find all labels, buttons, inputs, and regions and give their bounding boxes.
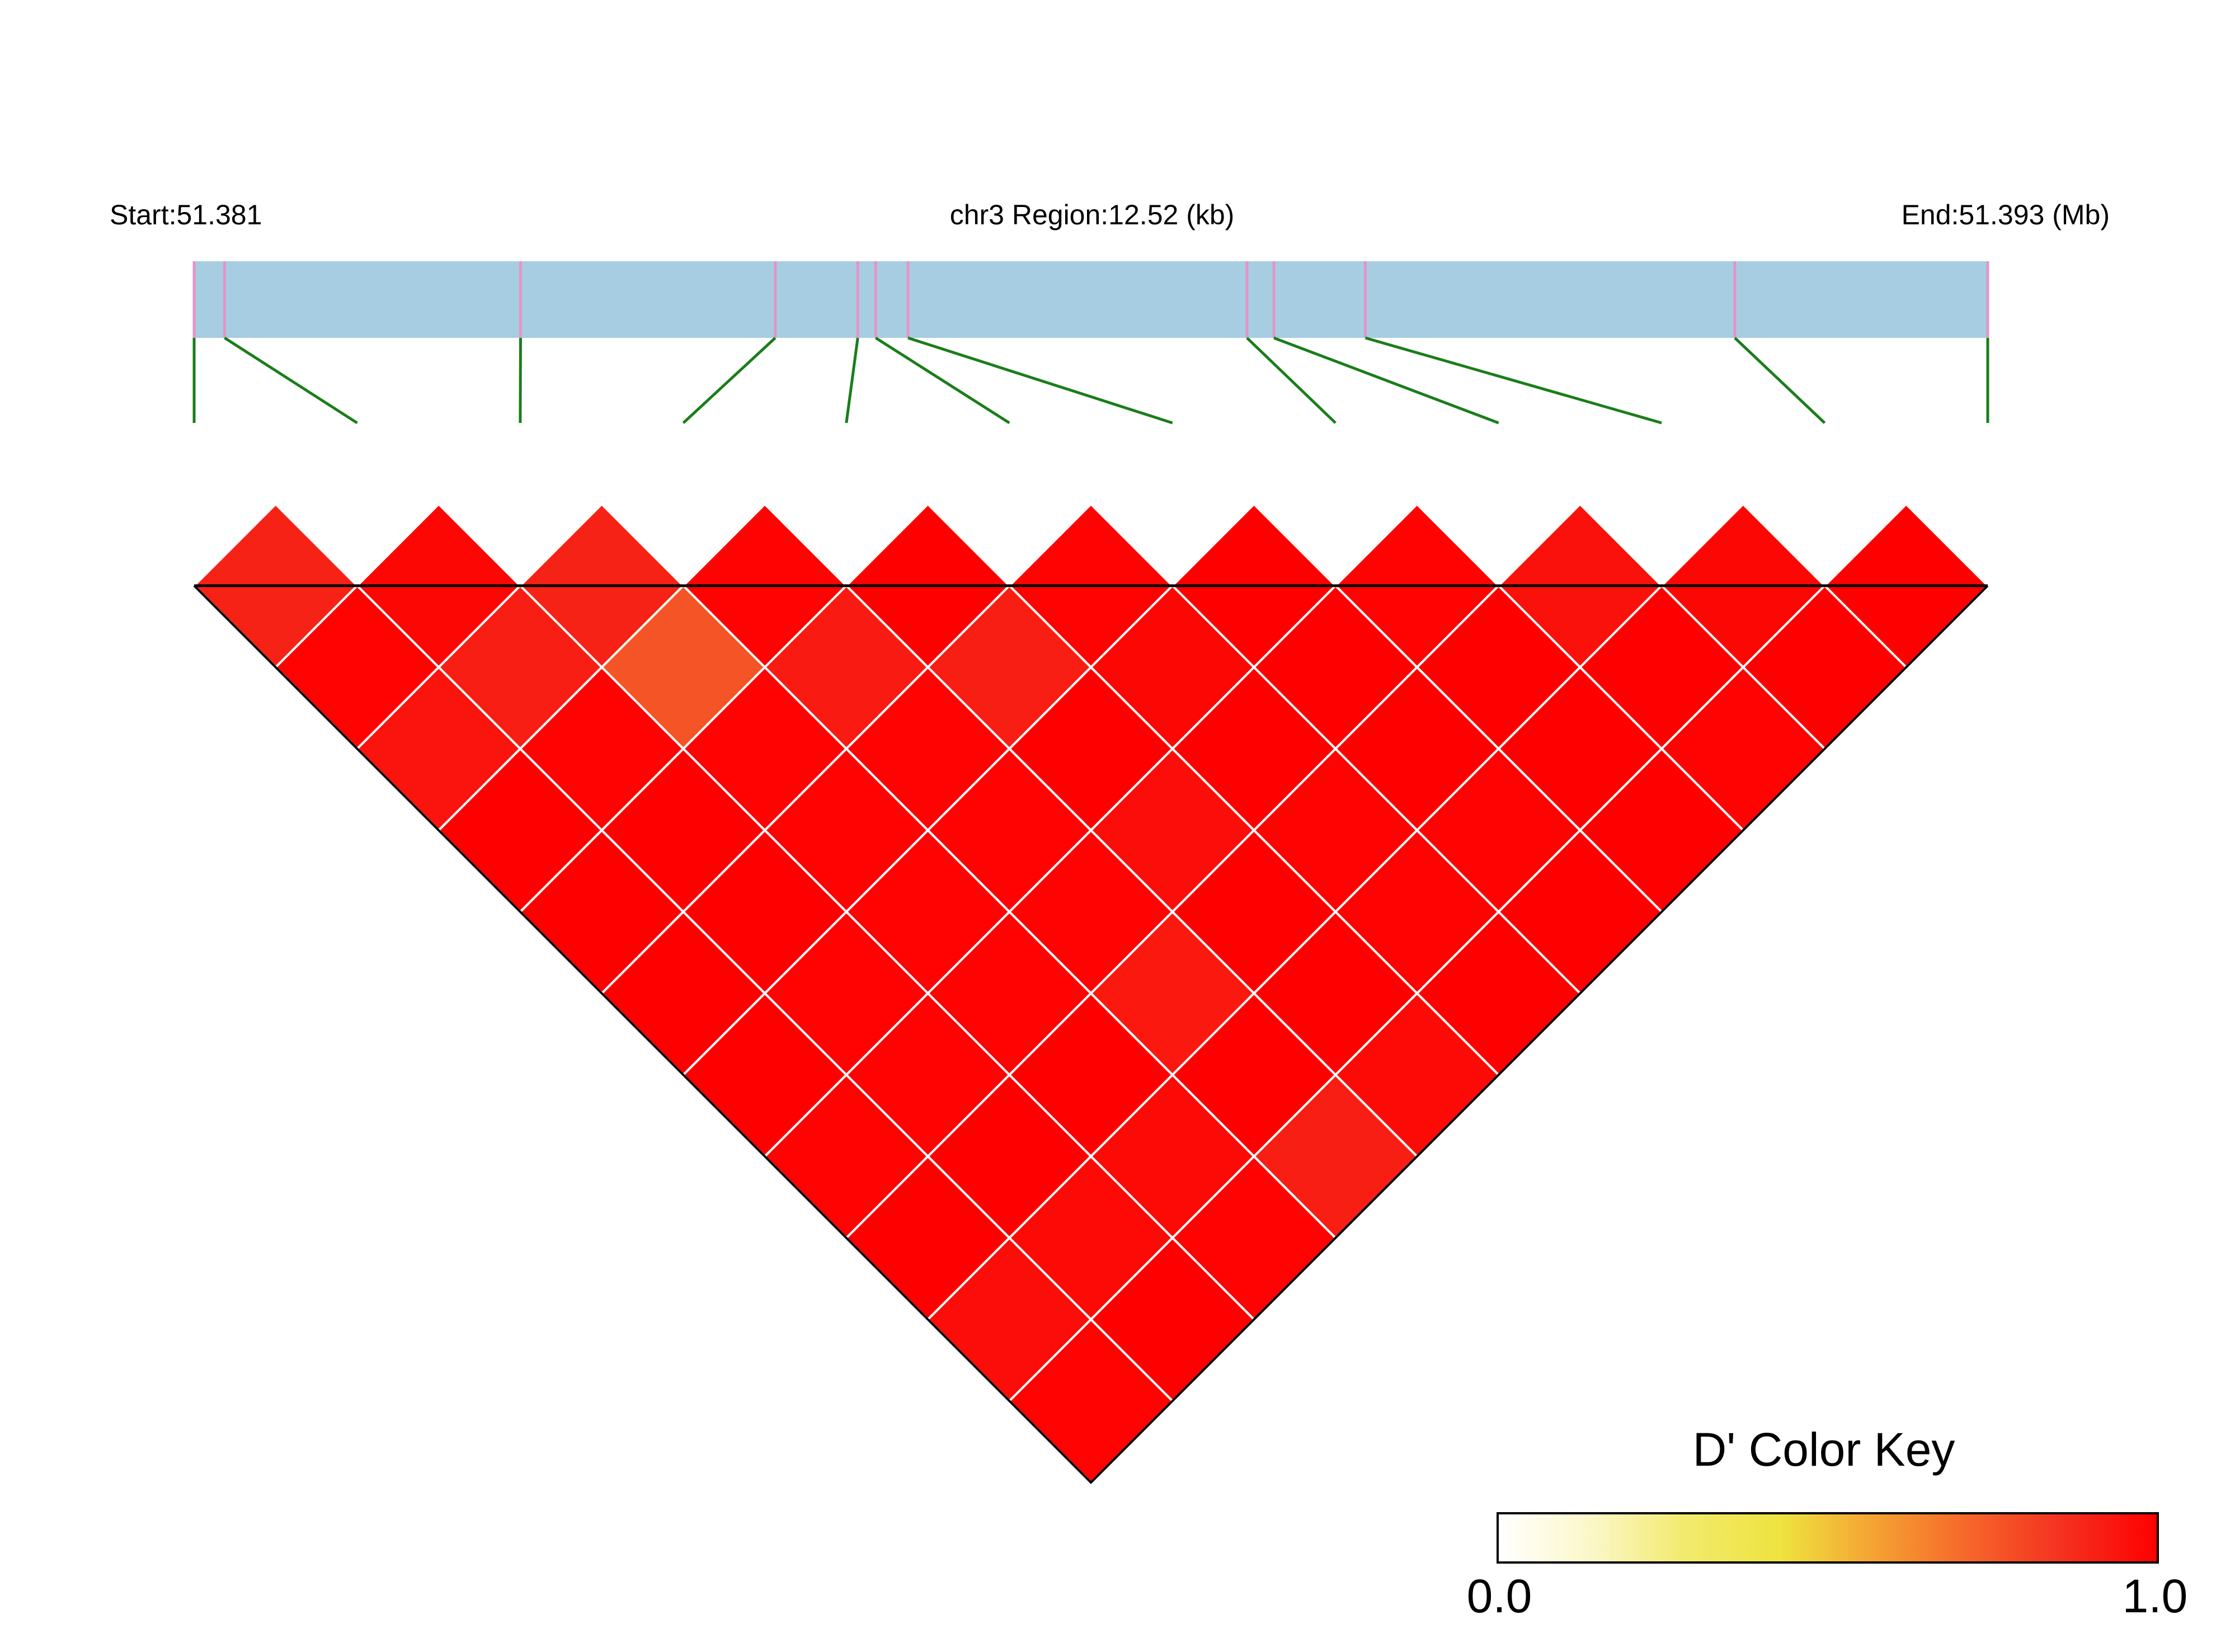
snp-connector-line	[682, 337, 777, 424]
snp-connector-line	[907, 336, 1173, 425]
snp-connector-line	[224, 336, 358, 425]
end-label: End:51.393 (Mb)	[1902, 199, 2110, 230]
snp-connector-line	[519, 337, 522, 423]
snp-position-ticks	[192, 261, 1989, 338]
color-key-bar	[1497, 1512, 2159, 1564]
snp-connector-line	[874, 336, 1010, 425]
snp-connector-lines	[192, 336, 1989, 425]
heatmap-outline	[193, 585, 1989, 1484]
color-key-title: D' Color Key	[1693, 1423, 1955, 1476]
snp-connector-line	[1734, 337, 1826, 424]
color-key-min-label: 0.0	[1467, 1570, 1532, 1622]
region-label: chr3 Region:12.52 (kb)	[950, 199, 1235, 230]
color-key-max-label: 1.0	[2123, 1570, 2188, 1622]
snp-connector-line	[845, 337, 859, 423]
start-label: Start:51.381	[110, 199, 262, 230]
snp-connector-line	[1246, 337, 1337, 424]
snp-connector-line	[1273, 336, 1499, 425]
region-bar	[194, 261, 1988, 338]
ld-heatmap-cells	[191, 502, 1991, 1484]
snp-connector-line	[1364, 336, 1662, 425]
